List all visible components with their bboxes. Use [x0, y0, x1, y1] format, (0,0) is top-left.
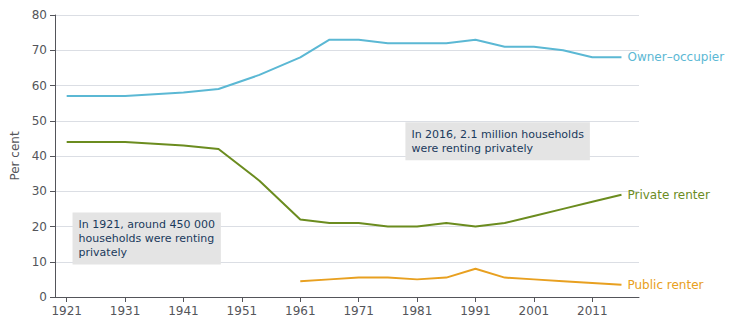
svg-text:households were renting: households were renting — [79, 232, 215, 245]
svg-text:Public renter: Public renter — [627, 278, 703, 292]
svg-text:1981: 1981 — [402, 304, 433, 318]
svg-text:In 1921, around 450 000: In 1921, around 450 000 — [79, 218, 215, 231]
svg-text:1941: 1941 — [168, 304, 199, 318]
svg-text:1991: 1991 — [460, 304, 491, 318]
svg-text:0: 0 — [39, 290, 47, 304]
svg-text:70: 70 — [32, 43, 47, 57]
svg-text:2001: 2001 — [519, 304, 550, 318]
svg-text:1961: 1961 — [285, 304, 316, 318]
svg-text:1951: 1951 — [227, 304, 258, 318]
svg-text:50: 50 — [32, 114, 47, 128]
svg-text:2011: 2011 — [577, 304, 608, 318]
svg-text:privately: privately — [79, 246, 128, 259]
svg-text:40: 40 — [32, 149, 47, 163]
svg-text:10: 10 — [32, 255, 47, 269]
svg-text:80: 80 — [32, 8, 47, 22]
svg-text:60: 60 — [32, 79, 47, 93]
svg-text:30: 30 — [32, 184, 47, 198]
svg-text:1931: 1931 — [110, 304, 141, 318]
svg-text:In 2016, 2.1 million household: In 2016, 2.1 million households — [411, 128, 584, 141]
svg-text:1971: 1971 — [343, 304, 374, 318]
svg-text:1921: 1921 — [51, 304, 82, 318]
svg-text:20: 20 — [32, 220, 47, 234]
svg-text:Private renter: Private renter — [627, 188, 709, 202]
svg-text:Owner–occupier: Owner–occupier — [627, 50, 724, 64]
svg-text:were renting privately: were renting privately — [411, 142, 533, 155]
svg-text:Per cent: Per cent — [8, 131, 22, 181]
